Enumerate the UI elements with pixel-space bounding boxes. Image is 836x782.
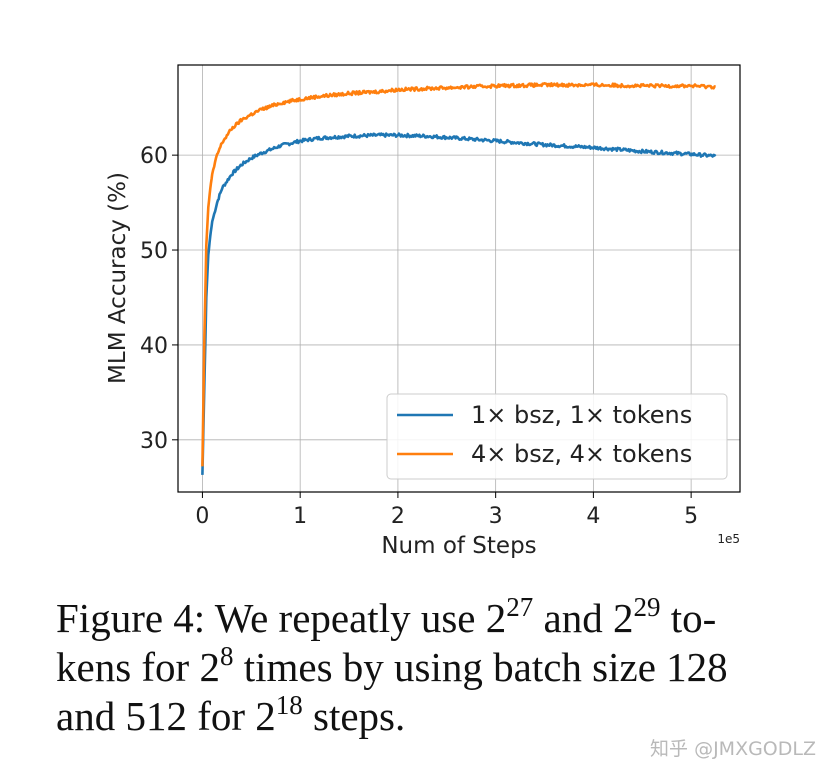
x-tick-label: 4 — [586, 504, 600, 529]
x-tick-label: 1 — [293, 504, 307, 529]
caption-line-3: and 512 for 218 steps. — [56, 690, 406, 740]
x-axis-label: Num of Steps — [381, 533, 536, 559]
legend-label-series-2: 4× bsz, 4× tokens — [471, 440, 692, 468]
series-line-2 — [201, 82, 716, 467]
caption-line-2: kens for 28 times by using batch size 12… — [56, 641, 728, 691]
x-tick-label: 3 — [489, 504, 503, 529]
x-tick-label: 5 — [684, 504, 698, 529]
series-lines — [201, 82, 717, 475]
caption-line-1: Figure 4: We repeatly use 227 and 229 to… — [56, 592, 717, 642]
x-axis-ticks: 0 1 2 3 4 5 — [195, 492, 698, 529]
y-axis-ticks: 30 40 50 60 — [140, 144, 178, 454]
x-exponent-label: 1e5 — [717, 532, 740, 546]
plot-frame — [177, 64, 741, 493]
legend-box — [386, 393, 728, 480]
y-tick-label: 40 — [140, 334, 168, 359]
legend-label-series-1: 1× bsz, 1× tokens — [471, 401, 692, 429]
y-tick-label: 30 — [140, 429, 168, 454]
legend: 1× bsz, 1× tokens 4× bsz, 4× tokens — [386, 393, 728, 480]
y-tick-label: 50 — [140, 239, 168, 264]
figure-caption: Figure 4: We repeatly use 227 and 229 to… — [56, 594, 836, 741]
accuracy-chart: 0 1 2 3 4 5 30 40 50 60 Num of Steps MLM Accurac… — [105, 64, 741, 559]
x-tick-label: 0 — [195, 504, 209, 529]
y-tick-label: 60 — [140, 144, 168, 169]
x-tick-label: 2 — [391, 504, 405, 529]
y-axis-label: MLM Accuracy (%) — [105, 172, 131, 384]
watermark: 知乎 @JMXGODLZ — [650, 738, 816, 760]
series-line-1 — [201, 132, 717, 475]
